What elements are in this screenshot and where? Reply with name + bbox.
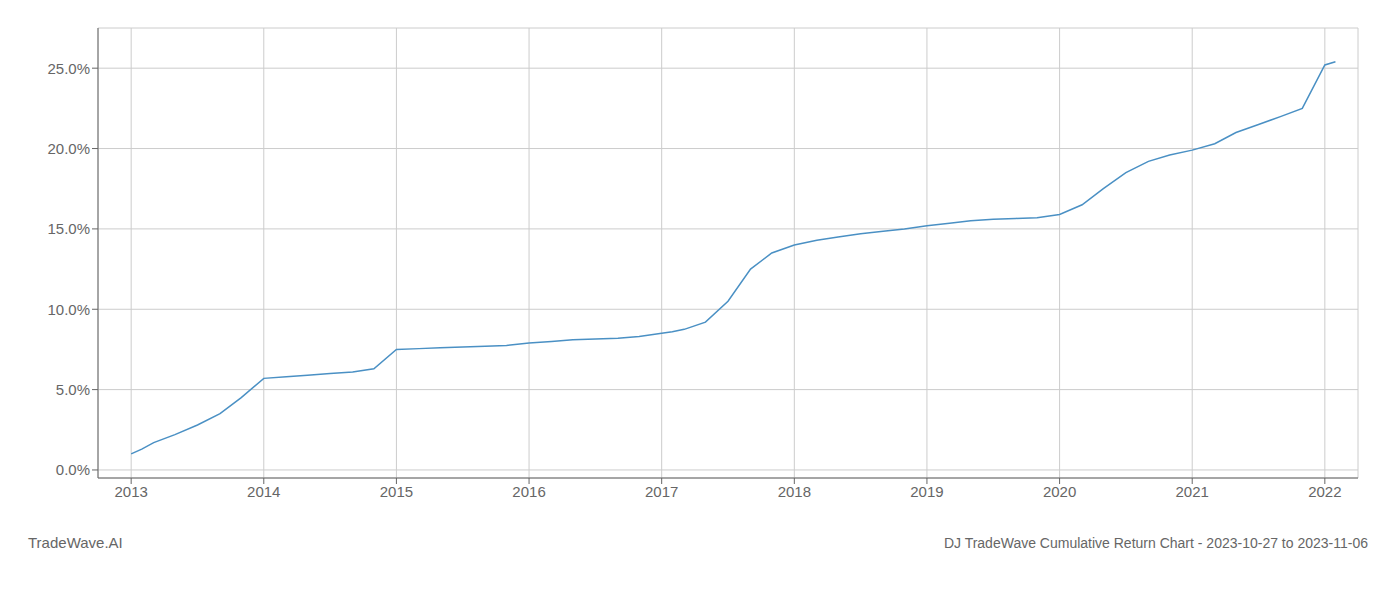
svg-text:15.0%: 15.0%	[47, 220, 90, 237]
svg-text:5.0%: 5.0%	[56, 381, 90, 398]
svg-text:2019: 2019	[910, 483, 943, 500]
svg-text:2022: 2022	[1308, 483, 1341, 500]
svg-text:2018: 2018	[778, 483, 811, 500]
svg-text:2015: 2015	[380, 483, 413, 500]
svg-text:25.0%: 25.0%	[47, 60, 90, 77]
html-text:DJ TradeWave Cumulative Return: DJ TradeWave Cumulative Return Chart - 2…	[943, 535, 1368, 551]
svg-text:2017: 2017	[645, 483, 678, 500]
svg-text:0.0%: 0.0%	[56, 461, 90, 478]
svg-text:2013: 2013	[114, 483, 147, 500]
svg-text:20.0%: 20.0%	[47, 140, 90, 157]
svg-text:10.0%: 10.0%	[47, 301, 90, 318]
svg-text:2021: 2021	[1176, 483, 1209, 500]
svg-text:2014: 2014	[247, 483, 280, 500]
svg-text:2020: 2020	[1043, 483, 1076, 500]
html-text:TradeWave.AI: TradeWave.AI	[28, 534, 123, 551]
svg-text:2016: 2016	[512, 483, 545, 500]
